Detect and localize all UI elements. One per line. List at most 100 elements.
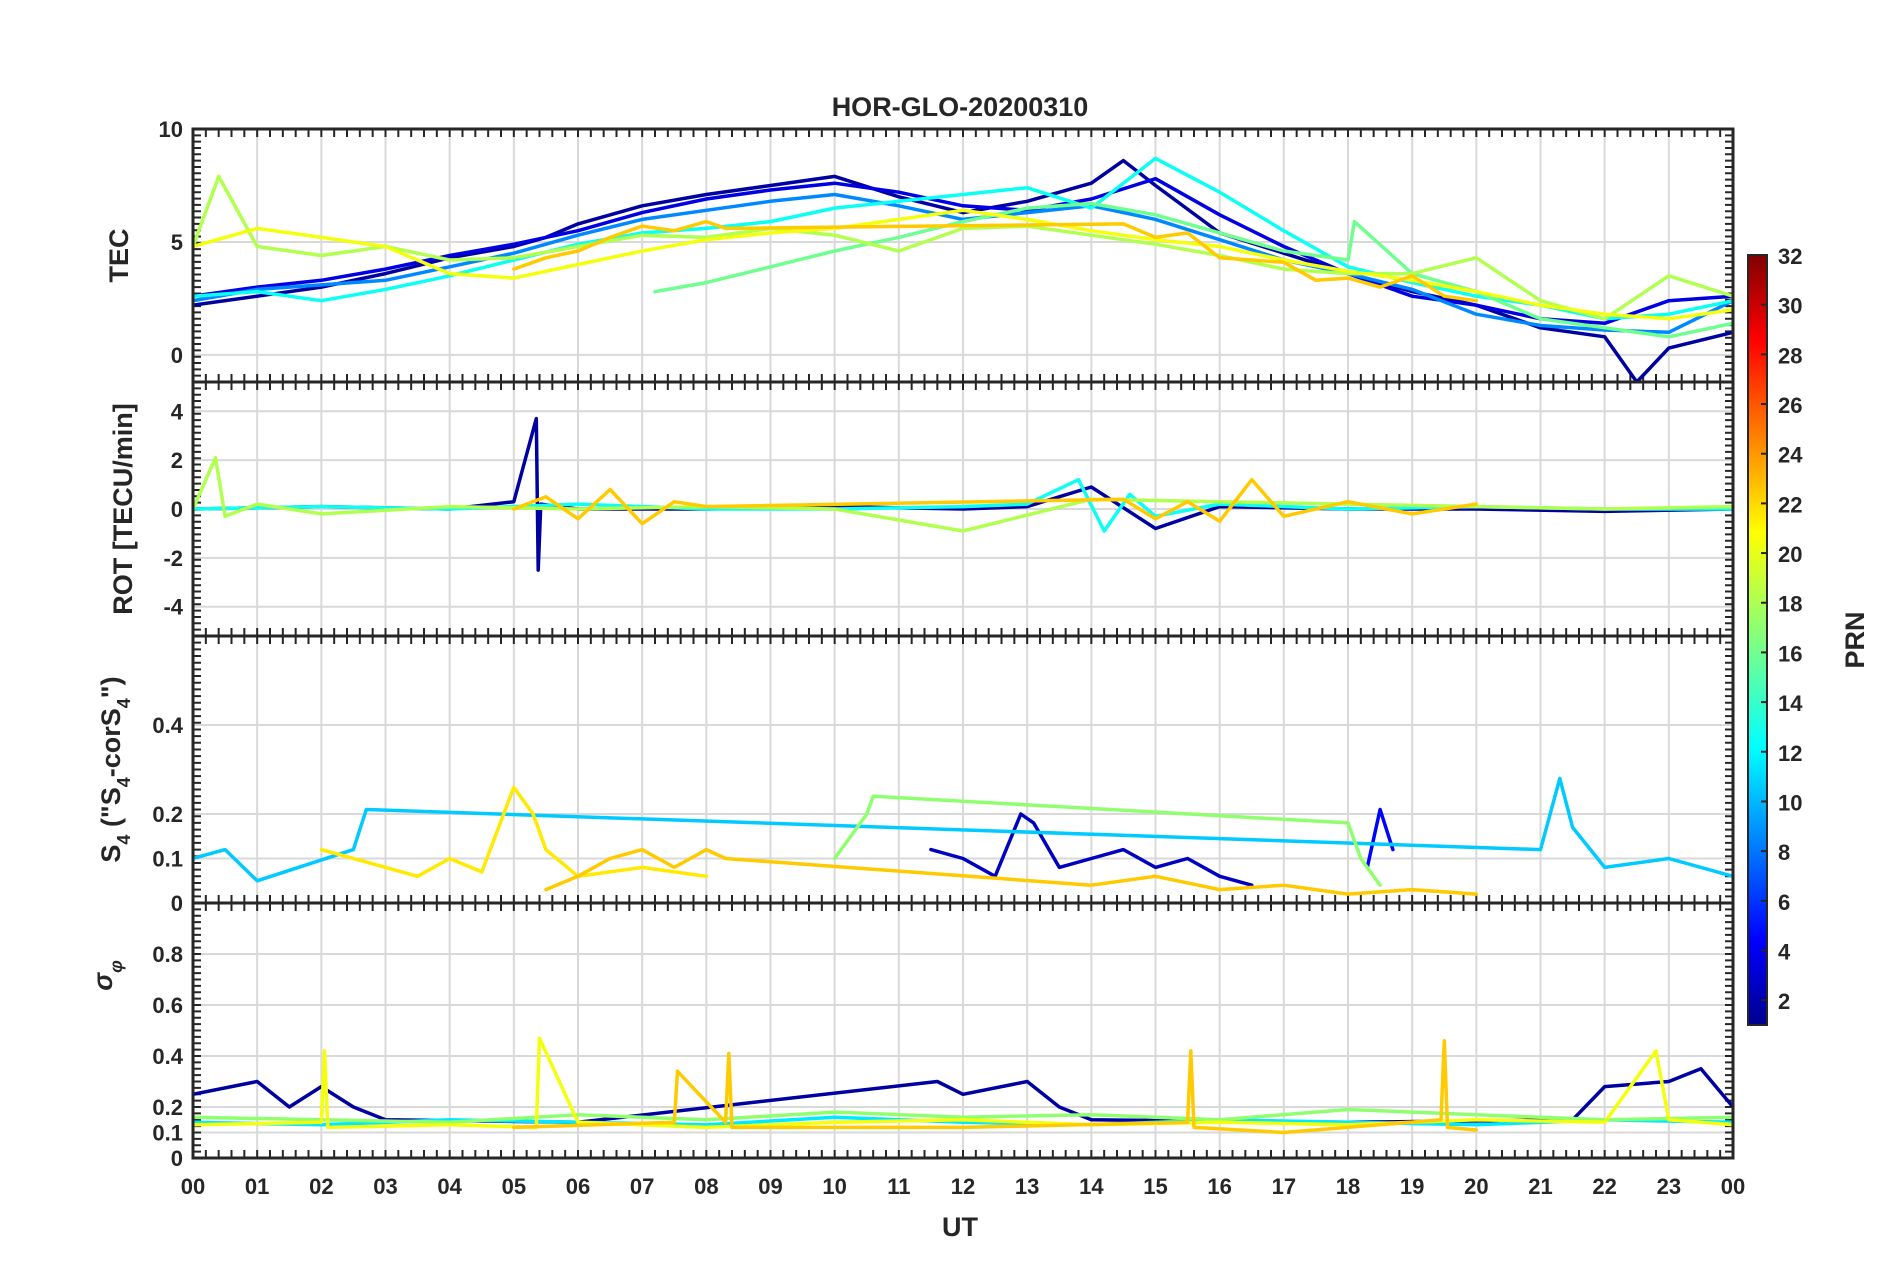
series-tec-prn-9 — [193, 192, 1733, 335]
xtick-label: 02 — [309, 1174, 333, 1199]
ytick-label-s4: 0 — [171, 891, 183, 916]
x-axis-label: UT — [942, 1212, 978, 1242]
colorbar-label: PRN — [1840, 611, 1870, 668]
panel-s4: 0 0.1 0.2 0.4 S4 ("S4-corS4") — [96, 634, 1735, 916]
y-axis-label-tec: TEC — [104, 229, 134, 283]
series-s4-prn-22 — [544, 847, 1479, 896]
series-s4-prn-17 — [832, 794, 1382, 887]
x-axis: 00 01 02 03 04 05 06 07 08 09 10 11 12 13 14 15 16 17 18 19… — [181, 1174, 1745, 1199]
ytick-label-sigma: 0.4 — [152, 1044, 183, 1069]
ytick-label-sigma: 0.6 — [152, 993, 183, 1018]
series-tec-prn-4 — [193, 176, 1733, 326]
colorbar-tick-label: 26 — [1778, 393, 1802, 418]
ytick-label-rot: 0 — [171, 497, 183, 522]
colorbar-tick-label: 22 — [1778, 492, 1802, 517]
series-s4-prn-11 — [193, 776, 1733, 883]
ytick-label-sigma: 0.8 — [152, 942, 183, 967]
ytick-label-rot: 2 — [171, 448, 183, 473]
series-sigma-prn-17 — [193, 1107, 1733, 1125]
colorbar-tick-label: 6 — [1778, 890, 1790, 915]
xtick-label: 07 — [630, 1174, 654, 1199]
series-tec-prn-22 — [512, 219, 1479, 303]
series-sigma-prn-2 — [193, 1067, 1733, 1125]
series-tec-prn-16 — [653, 201, 1733, 339]
colorbar-tick-label: 8 — [1778, 840, 1790, 865]
colorbar-gradient — [1747, 254, 1768, 1026]
colorbar-tick-label: 30 — [1778, 294, 1802, 319]
series-tec-prn-20 — [193, 208, 1733, 321]
ytick-label-s4: 0.1 — [152, 847, 183, 872]
colorbar-tick-label: 12 — [1778, 741, 1802, 766]
xtick-label: 21 — [1528, 1174, 1552, 1199]
colorbar-tick-label: 32 — [1778, 244, 1802, 269]
colorbar-tick-label: 14 — [1778, 691, 1803, 716]
ytick-label-s4: 0.2 — [152, 802, 183, 827]
ytick-label-tec: 10 — [159, 117, 183, 142]
xtick-label: 22 — [1592, 1174, 1616, 1199]
xtick-label: 11 — [887, 1174, 910, 1199]
ytick-label-s4: 0.4 — [152, 713, 183, 738]
xtick-label: 06 — [566, 1174, 590, 1199]
series-group-rot — [193, 416, 1733, 572]
series-tec-prn-18 — [193, 174, 1733, 321]
xtick-label: 16 — [1207, 1174, 1231, 1199]
xtick-label: 00 — [1721, 1174, 1745, 1199]
colorbar-tick-label: 18 — [1778, 592, 1802, 617]
ytick-label-tec: 5 — [171, 230, 183, 255]
series-tec-prn-13 — [193, 156, 1733, 321]
series-group-tec — [193, 156, 1733, 382]
series-sigma-prn-12 — [193, 1115, 1733, 1127]
xtick-label: 05 — [502, 1174, 526, 1199]
y-axis-label-sigma: σφ — [88, 960, 126, 991]
panel-rot: -4 -2 0 2 4 ROT [TECU/min] — [108, 380, 1735, 638]
xtick-label: 18 — [1336, 1174, 1360, 1199]
series-group-sigma — [193, 1036, 1733, 1135]
colorbar-tick-label: 2 — [1778, 989, 1790, 1014]
panel-tec: 0 5 10 TEC — [104, 117, 1735, 384]
ytick-label-rot: -2 — [163, 546, 183, 571]
xtick-label: 00 — [181, 1174, 205, 1199]
ytick-label-sigma: 0.2 — [152, 1095, 183, 1120]
panel-sigma: 00.10.2 0.4 0.6 0.8 σφ — [88, 901, 1735, 1171]
xtick-label: 20 — [1464, 1174, 1488, 1199]
xtick-label: 03 — [373, 1174, 397, 1199]
colorbar-tick-label: 24 — [1778, 443, 1803, 468]
xtick-label: 12 — [951, 1174, 975, 1199]
xtick-label: 13 — [1015, 1174, 1039, 1199]
colorbar-tick-label: 20 — [1778, 542, 1802, 567]
xtick-label: 17 — [1272, 1174, 1296, 1199]
series-s4-prn-5 — [1365, 807, 1395, 870]
xtick-label: 08 — [694, 1174, 718, 1199]
xtick-label: 04 — [437, 1174, 462, 1199]
ytick-label-sigma: 0.1 — [152, 1121, 183, 1146]
xtick-label: 09 — [758, 1174, 782, 1199]
ytick-label-rot: -4 — [163, 595, 183, 620]
series-group-s4 — [193, 776, 1733, 896]
ytick-label-rot: 4 — [171, 399, 184, 424]
y-axis-label-rot: ROT [TECU/min] — [108, 403, 138, 614]
colorbar-tick-label: 10 — [1778, 790, 1802, 815]
ytick-label-tec: 0 — [171, 343, 183, 368]
axes-box-sigma — [191, 901, 1735, 1160]
xtick-label: 10 — [822, 1174, 846, 1199]
xtick-label: 14 — [1079, 1174, 1104, 1199]
xtick-label: 01 — [245, 1174, 269, 1199]
series-rot-prn-22 — [512, 477, 1479, 526]
series-sigma-prn-22 — [512, 1038, 1479, 1135]
series-s4-prn-3 — [929, 812, 1254, 887]
colorbar-tick-label: 16 — [1778, 641, 1802, 666]
xtick-label: 15 — [1143, 1174, 1167, 1199]
series-s4-prn-21 — [319, 785, 709, 879]
chart-title: HOR-GLO-20200310 — [832, 92, 1089, 122]
ytick-label-sigma: 0 — [171, 1146, 183, 1171]
series-rot-prn-18 — [193, 455, 1733, 533]
colorbar-tick-label: 4 — [1778, 939, 1791, 964]
colorbar-tick-label: 28 — [1778, 343, 1802, 368]
xtick-label: 19 — [1400, 1174, 1424, 1199]
y-axis-label-s4: S4 ("S4-corS4") — [96, 676, 134, 862]
series-sigma-prn-20 — [193, 1036, 1733, 1130]
